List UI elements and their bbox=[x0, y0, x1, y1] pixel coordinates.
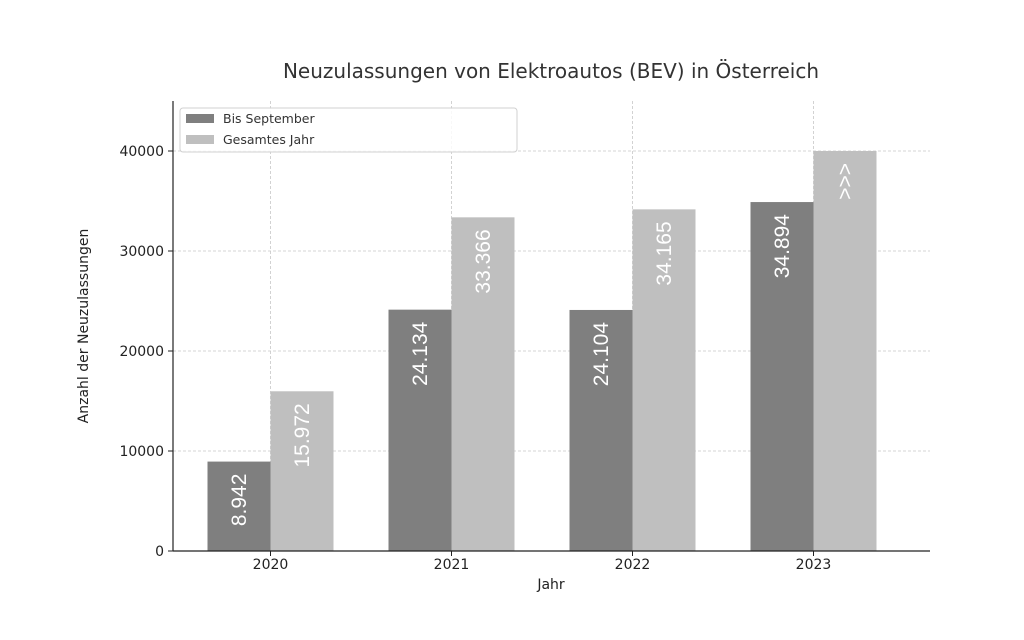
x-tick-label: 2023 bbox=[796, 557, 832, 573]
bar bbox=[750, 202, 814, 551]
bar-value-label: >>> bbox=[834, 163, 857, 200]
bar-value-label: 34.165 bbox=[653, 221, 676, 285]
x-tick-label: 2021 bbox=[434, 557, 470, 573]
bar bbox=[632, 209, 696, 551]
legend-label: Gesamtes Jahr bbox=[223, 132, 315, 147]
legend-box bbox=[179, 107, 518, 153]
bar bbox=[813, 151, 877, 551]
x-tick-label: 2020 bbox=[253, 557, 289, 573]
legend-swatch bbox=[186, 135, 214, 144]
bar bbox=[451, 217, 515, 551]
bar-value-label: 8.942 bbox=[228, 474, 251, 527]
axes: 0 10000 20000 30000 40000 2020 2021 2022 2023 bbox=[119, 101, 930, 573]
bar bbox=[207, 461, 271, 551]
legend: Bis September Gesamtes Jahr bbox=[179, 107, 518, 153]
y-tick-label: 0 bbox=[155, 544, 164, 560]
x-axis-label: Jahr bbox=[536, 577, 565, 593]
legend-swatch bbox=[186, 114, 214, 123]
chart-title: Neuzulassungen von Elektroautos (BEV) in… bbox=[283, 59, 819, 83]
bars: 8.942 15.972 24.134 33.366 24.104 34.165 34.89… bbox=[207, 151, 877, 551]
bar-value-label: 15.972 bbox=[291, 403, 314, 467]
bar bbox=[388, 309, 452, 551]
legend-label: Bis September bbox=[223, 111, 315, 126]
y-tick-label: 40000 bbox=[119, 144, 164, 160]
y-tick-label: 30000 bbox=[119, 244, 164, 260]
y-axis-label: Anzahl der Neuzulassungen bbox=[76, 229, 92, 424]
y-tick-label: 10000 bbox=[119, 444, 164, 460]
bar-value-label: 33.366 bbox=[472, 229, 495, 293]
bar-value-label: 24.104 bbox=[590, 322, 613, 387]
bar-value-label: 34.894 bbox=[771, 214, 794, 279]
y-tick-label: 20000 bbox=[119, 344, 164, 360]
bar bbox=[569, 309, 633, 551]
x-tick-label: 2022 bbox=[615, 557, 651, 573]
bar bbox=[270, 391, 334, 551]
bar-value-label: 24.134 bbox=[409, 321, 432, 386]
